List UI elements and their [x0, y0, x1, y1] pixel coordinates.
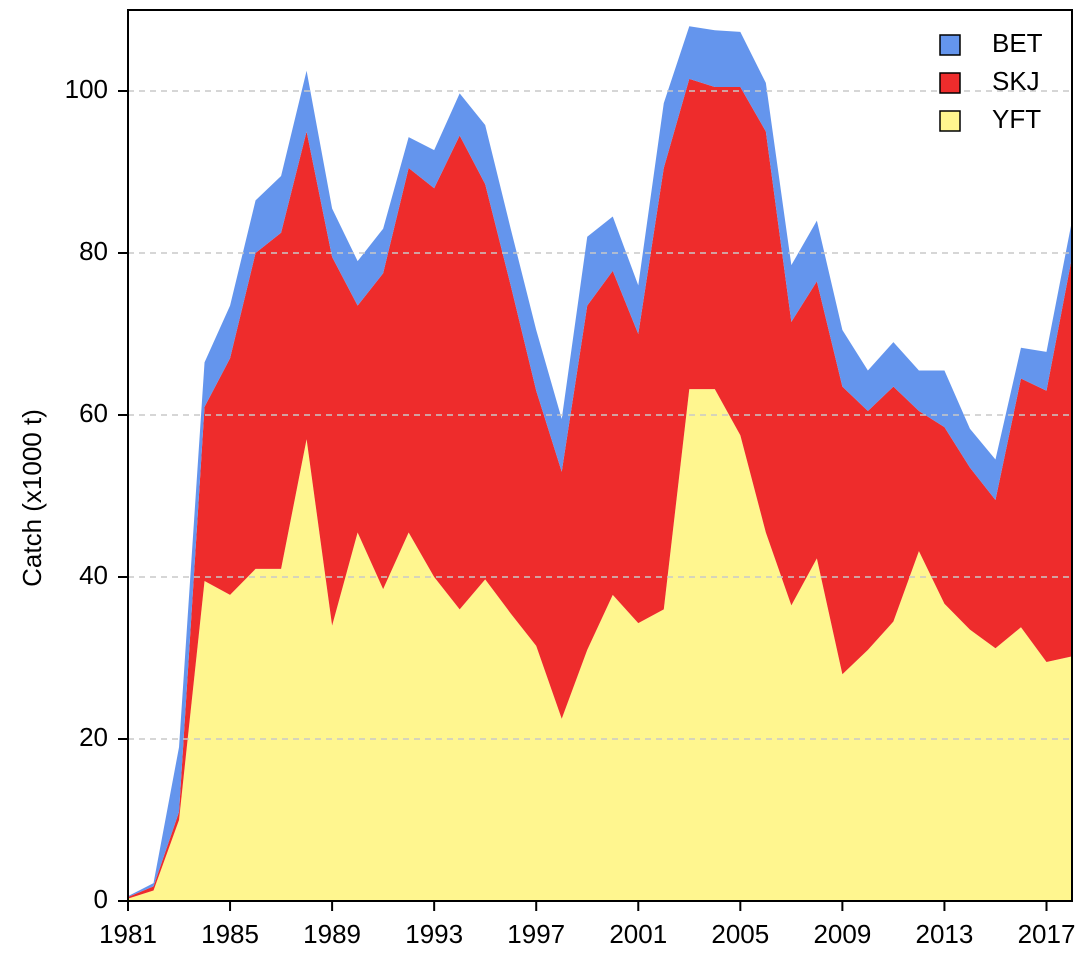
y-tick-label: 60 [79, 398, 108, 428]
legend-swatch [939, 34, 961, 56]
x-tick-label: 2013 [916, 919, 974, 949]
y-tick-label: 0 [94, 884, 108, 914]
x-tick-label: 1981 [99, 919, 157, 949]
x-tick-label: 1989 [303, 919, 361, 949]
x-tick-label: 2005 [711, 919, 769, 949]
area [128, 78, 1072, 899]
legend-label: SKJ [992, 66, 1040, 96]
legend-label: YFT [992, 104, 1041, 134]
x-tick-label: 2009 [813, 919, 871, 949]
legend-swatch [939, 72, 961, 94]
x-tick-label: 2017 [1018, 919, 1076, 949]
x-tick-label: 1997 [507, 919, 565, 949]
y-tick-label: 20 [79, 722, 108, 752]
x-tick-label: 1993 [405, 919, 463, 949]
area [128, 389, 1072, 901]
x-tick-label: 1985 [201, 919, 259, 949]
y-tick-label: 100 [65, 74, 108, 104]
y-tick-label: 40 [79, 560, 108, 590]
x-tick-label: 2001 [609, 919, 667, 949]
y-tick-label: 80 [79, 236, 108, 266]
plot-frame [127, 9, 1073, 902]
y-axis-label: Catch (x1000 t) [17, 409, 47, 587]
legend-swatch [939, 110, 961, 132]
legend-label: BET [992, 28, 1043, 58]
